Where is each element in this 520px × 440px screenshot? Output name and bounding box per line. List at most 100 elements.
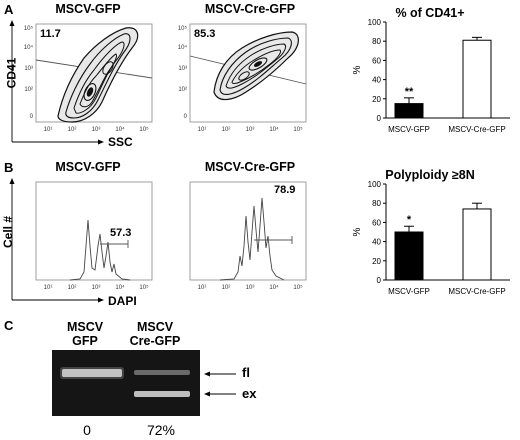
flow-a1-ytick: 10⁴: [24, 44, 34, 51]
flow-a2-ytick: 10⁵: [178, 25, 188, 32]
flow-a-x-arrowhead: [98, 139, 104, 145]
y-tick-label: 100: [368, 18, 382, 27]
y-tick-label: 40: [372, 76, 381, 85]
flow-a2-ytick: 10⁴: [178, 44, 188, 51]
y-tick-label: 40: [372, 238, 381, 247]
gel-background: [52, 350, 200, 416]
flow-b-plots: 10¹ 10² 10³ 10⁴ 10⁵ 10¹ 10² 10³ 10⁴ 10⁵: [9, 178, 307, 303]
category-label: MSCV-GFP: [388, 125, 430, 134]
y-tick-label: 100: [368, 180, 382, 189]
gel-lane1-label: MSCV GFP: [58, 320, 112, 348]
flow-a1-ytick: 10³: [24, 66, 33, 72]
gel-ex-arrowhead: [204, 391, 210, 397]
flow-a1-xtick: 10⁴: [115, 126, 125, 133]
gel-lane2-band-ex: [134, 391, 190, 397]
bar-chart-cd41-title: % of CD41+: [395, 6, 465, 20]
gel-lane2-band-fl: [134, 370, 190, 375]
panel-letter-b: B: [4, 160, 14, 175]
flow-b2-histogram: [219, 197, 285, 281]
significance-label: **: [405, 86, 414, 98]
flow-a1-xtick: 10⁵: [139, 126, 149, 133]
bar-mscv-gfp: [394, 231, 424, 281]
gel-lane2-label-line2: Cre-GFP: [129, 334, 181, 348]
flow-b1-xtick: 10³: [92, 285, 101, 291]
y-tick-label: 0: [377, 276, 382, 285]
flow-a2-title: MSCV-Cre-GFP: [204, 2, 296, 16]
y-tick-label: 20: [372, 257, 381, 266]
flow-a-y-arrowhead: [9, 20, 15, 26]
category-label: MSCV-GFP: [388, 287, 430, 296]
flow-a2-xtick: 10⁵: [293, 126, 303, 133]
flow-b2-title: MSCV-Cre-GFP: [204, 160, 296, 174]
y-tick-label: 60: [372, 56, 381, 65]
flow-b2-xtick: 10²: [222, 285, 231, 291]
gel-lane1-band-fl: [62, 369, 122, 377]
flow-b1-xtick: 10²: [68, 285, 77, 291]
significance-label: *: [407, 214, 412, 226]
gel-lane2-label: MSCV Cre-GFP: [122, 320, 188, 348]
gel-lane1-value: 0: [83, 422, 91, 438]
panel-letter-a: A: [4, 2, 14, 17]
bar-chart-polyploidy-title: Polyploidy ≥8N: [385, 168, 475, 182]
gel-band-label-ex: ex: [242, 386, 257, 401]
flow-a2-ytick: 0: [184, 114, 188, 120]
flow-b2-xtick: 10⁵: [293, 284, 303, 291]
flow-b1-xtick: 10¹: [44, 285, 53, 291]
flow-a1-xtick: 10³: [92, 127, 101, 133]
flow-a1-xtick: 10¹: [44, 127, 53, 133]
flow-a1-ytick: 0: [30, 114, 34, 120]
flow-b1-histogram: [69, 219, 131, 281]
category-label: MSCV-Cre-GFP: [448, 125, 505, 134]
flow-b-y-label: Cell #: [1, 215, 16, 249]
y-axis-label: %: [352, 227, 363, 236]
flow-b2-xtick: 10³: [246, 285, 255, 291]
gel-lane1-label-line1: MSCV: [66, 320, 104, 334]
y-tick-label: 20: [372, 95, 381, 104]
flow-b1-frame: [35, 181, 153, 281]
flow-a-x-label: SSC: [108, 135, 133, 149]
flow-a2-xtick: 10¹: [198, 127, 207, 133]
flow-a1-gate-pct: 11.7: [40, 28, 61, 40]
flow-a2-contour: [213, 31, 299, 101]
flow-b2-xtick: 10¹: [198, 285, 207, 291]
flow-a2-ytick: 10²: [178, 87, 187, 93]
flow-a1-ytick: 10⁵: [24, 25, 34, 32]
flow-b1-gate-pct: 57.3: [110, 227, 132, 239]
gel-lane1-label-line2: GFP: [72, 334, 98, 348]
flow-b-x-arrowhead: [98, 297, 104, 303]
flow-a-y-label: CD41: [4, 57, 19, 89]
flow-a2-xtick: 10³: [246, 127, 255, 133]
bar-mscv-cre-gfp: [462, 39, 492, 119]
gel-band-label-fl: fl: [242, 365, 250, 380]
y-tick-label: 80: [372, 37, 381, 46]
flow-a1-ytick: 10²: [24, 87, 33, 93]
flow-a1-xtick: 10²: [68, 127, 77, 133]
category-label: MSCV-Cre-GFP: [448, 287, 505, 296]
flow-b1-xtick: 10⁴: [115, 284, 125, 291]
flow-b2-gate-pct: 78.9: [274, 184, 296, 196]
gel-lane1-band-fl-glow: [60, 367, 124, 379]
flow-b1-title: MSCV-GFP: [55, 160, 121, 174]
gel-lane2-label-line1: MSCV: [136, 320, 174, 334]
y-axis-label: %: [352, 65, 363, 74]
flow-a2-xtick: 10²: [222, 127, 231, 133]
bar-chart-cd41-svg: 0 20 40 60 80 100% ** MSCV-GFP MSCV-Cre-GFP: [352, 18, 510, 134]
flow-b2-xtick: 10⁴: [269, 284, 279, 291]
y-tick-label: 60: [372, 218, 381, 227]
flow-b1-xtick: 10⁵: [139, 284, 149, 291]
y-tick-label: 80: [372, 199, 381, 208]
flow-a2-ytick: 10³: [178, 66, 187, 72]
flow-a2-xtick: 10⁴: [269, 126, 279, 133]
flow-a-plots: 10⁵ 10⁴ 10³ 10² 0 10⁵ 10⁴ 10³ 10² 0 10¹ …: [9, 20, 307, 145]
bar-mscv-gfp: [394, 103, 424, 119]
flow-b2-frame: [189, 181, 307, 281]
flow-a1-title: MSCV-GFP: [55, 2, 121, 16]
flow-b-x-label: DAPI: [108, 294, 137, 308]
gel-lane2-value: 72%: [146, 422, 176, 438]
gel-image: [52, 350, 236, 416]
gel-fl-arrowhead: [204, 371, 210, 377]
flow-b-y-arrowhead: [9, 178, 15, 184]
y-tick-label: 0: [377, 114, 382, 123]
flow-a2-gate-pct: 85.3: [194, 28, 216, 40]
bar-mscv-cre-gfp: [462, 208, 492, 281]
